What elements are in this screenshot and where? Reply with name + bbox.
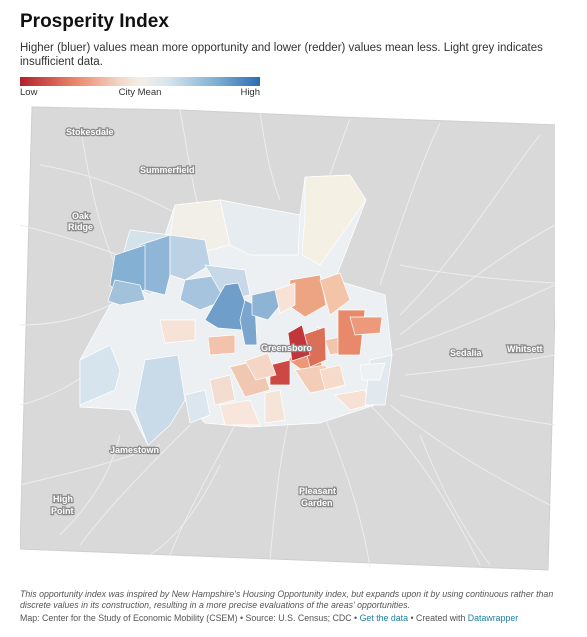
place-label-greensboro: Greensboro <box>261 343 313 353</box>
get-the-data-link[interactable]: Get the data <box>359 613 408 623</box>
chart-description: Higher (bluer) values mean more opportun… <box>20 42 543 68</box>
place-label-stokesdale: Stokesdale <box>66 127 114 137</box>
methodology-note: This opportunity index was inspired by N… <box>20 589 554 610</box>
census-tracts <box>79 174 393 446</box>
place-label-oak-ridge-line-1: Oak <box>72 211 90 221</box>
place-label-high-point-line-2: Point <box>51 506 74 516</box>
choropleth-map[interactable]: Stokesdale Summerfield Oak Ridge Greensb… <box>20 105 555 575</box>
legend-mid-label: City Mean <box>118 87 162 98</box>
place-label-oak-ridge-line-2: Ridge <box>68 222 93 232</box>
place-label-summerfield: Summerfield <box>140 165 195 175</box>
legend-high-label: High <box>240 87 260 98</box>
legend-low-label: Low <box>20 87 38 98</box>
place-label-whitsett: Whitsett <box>507 344 543 354</box>
credit-prefix: Map: Center for the Study of Economic Mo… <box>20 613 360 623</box>
chart-title: Prosperity Index <box>20 11 169 32</box>
source-credits: Map: Center for the Study of Economic Mo… <box>20 613 575 624</box>
place-label-jamestown: Jamestown <box>110 445 159 455</box>
legend-gradient-bar <box>20 77 260 86</box>
legend-labels: Low City Mean High <box>20 87 260 101</box>
place-label-pleasant-garden-line-2: Garden <box>301 498 333 508</box>
chart-footer: This opportunity index was inspired by N… <box>20 589 575 624</box>
datawrapper-link[interactable]: Datawrapper <box>467 613 519 623</box>
place-label-pleasant-garden-line-1: Pleasant <box>299 486 336 496</box>
color-legend: Low City Mean High <box>20 77 260 101</box>
place-label-high-point-line-1: High <box>53 494 73 504</box>
place-label-sedalia: Sedalia <box>450 348 483 358</box>
credit-middle: • Created with <box>408 613 468 623</box>
road-network <box>20 109 555 568</box>
